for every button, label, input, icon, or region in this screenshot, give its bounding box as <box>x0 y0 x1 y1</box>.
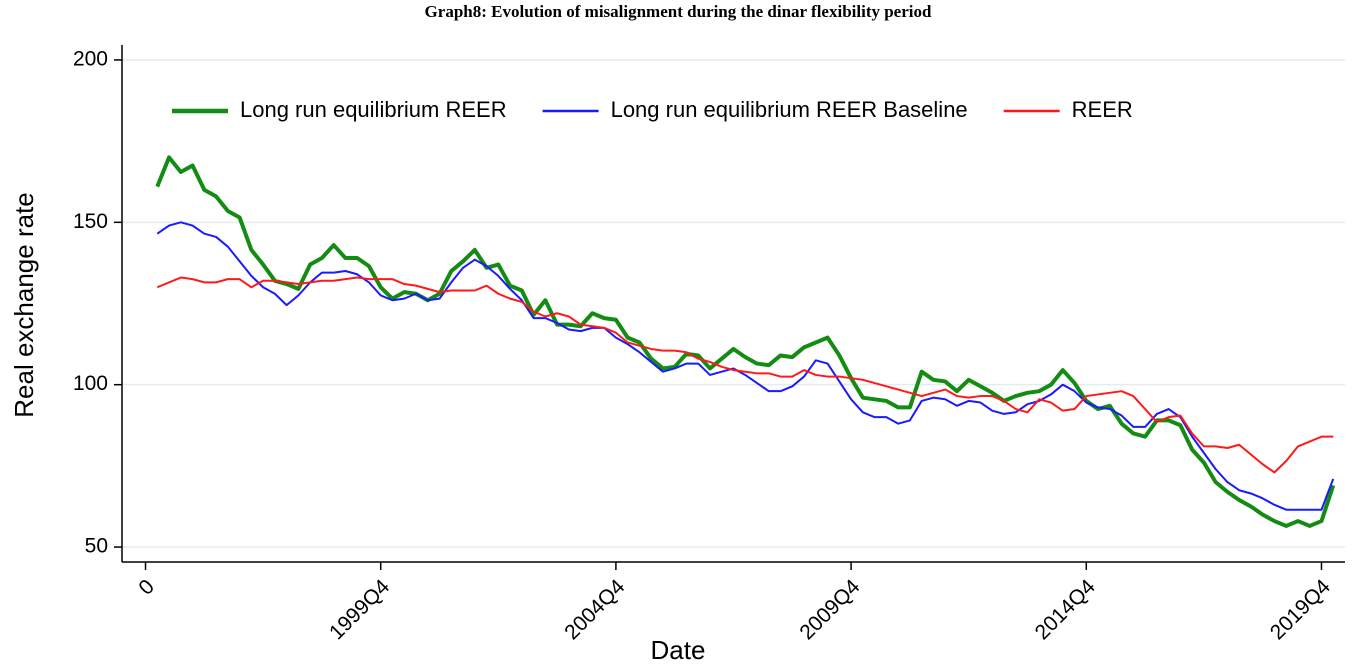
y-tick-label: 150 <box>73 210 108 233</box>
legend-label: Long run equilibrium REER <box>240 97 507 122</box>
series-line <box>156 276 1334 474</box>
y-tick-label: 200 <box>73 47 108 70</box>
chart-title: Graph8: Evolution of misalignment during… <box>425 2 932 21</box>
y-axis-title: Real exchange rate <box>9 192 39 417</box>
legend-label: REER <box>1072 97 1133 122</box>
y-tick-label: 50 <box>85 535 108 558</box>
x-tick-label: 2019Q4 <box>1266 575 1335 644</box>
x-tick-label: 0 <box>134 575 159 600</box>
x-axis-title: Date <box>651 635 706 665</box>
legend-label: Long run equilibrium REER Baseline <box>611 97 968 122</box>
series-line <box>156 221 1335 511</box>
x-tick-label: 2014Q4 <box>1031 575 1100 644</box>
x-tick-label: 2009Q4 <box>795 575 864 644</box>
y-tick-label: 100 <box>73 372 108 395</box>
x-tick-label: 1999Q4 <box>325 575 394 644</box>
x-tick-label: 2004Q4 <box>560 575 629 644</box>
series-line <box>155 155 1336 528</box>
